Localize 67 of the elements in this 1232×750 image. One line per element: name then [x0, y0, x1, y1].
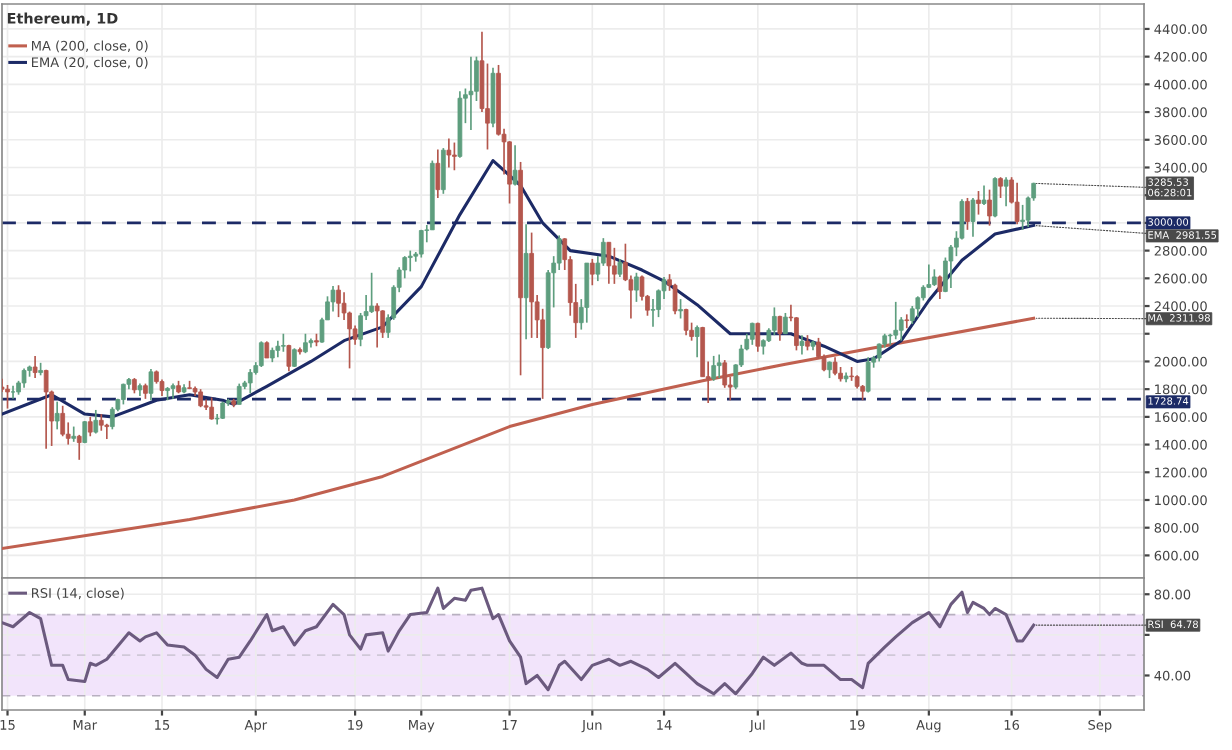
candlestick [109, 406, 115, 431]
candlestick [76, 434, 82, 461]
candlestick [198, 388, 203, 409]
candlestick [584, 262, 590, 324]
candlestick [1014, 181, 1020, 226]
candlestick [987, 188, 992, 227]
candlestick [970, 197, 976, 238]
candlestick [441, 147, 446, 195]
candlestick [716, 353, 722, 379]
candlestick [281, 332, 286, 353]
candlestick [612, 247, 617, 285]
candlestick [799, 334, 805, 356]
candlestick [407, 249, 413, 273]
candlestick [634, 271, 639, 303]
candlestick [683, 307, 689, 336]
candlestick [893, 301, 899, 341]
candlestick [1003, 176, 1009, 208]
candlestick [832, 356, 838, 377]
candlestick [10, 384, 16, 400]
candlestick [777, 314, 783, 342]
candlestick [981, 184, 987, 206]
candlestick [887, 332, 893, 346]
candlestick [452, 141, 457, 172]
candlestick [606, 241, 612, 285]
candlestick [247, 368, 253, 395]
candlestick [694, 324, 700, 359]
candlestick [468, 55, 474, 131]
candlestick [965, 197, 970, 231]
candlestick [523, 223, 529, 341]
candlestick [43, 368, 49, 450]
candlestick [589, 258, 595, 287]
candlestick [711, 355, 717, 382]
candlestick [865, 356, 871, 394]
candlestick [772, 306, 777, 336]
candlestick [755, 321, 761, 353]
candlestick [303, 332, 308, 354]
candlestick [71, 425, 77, 443]
candlestick [512, 144, 518, 187]
candlestick [32, 355, 38, 379]
candlestick [992, 176, 998, 219]
candlestick [876, 342, 882, 363]
candlestick [374, 302, 380, 349]
candlestick [418, 228, 424, 259]
candlestick [369, 271, 374, 314]
candlestick [258, 340, 264, 368]
candlestick [330, 285, 336, 313]
candlestick [5, 384, 10, 410]
candlestick [617, 258, 623, 278]
candlestick [998, 176, 1003, 199]
candlestick [60, 404, 66, 438]
candlestick [678, 298, 683, 320]
candlestick [435, 148, 441, 199]
candlestick [336, 284, 341, 318]
candlestick [148, 368, 154, 402]
candlestick [286, 343, 292, 372]
candlestick [976, 190, 981, 216]
candlestick [1020, 204, 1025, 231]
candlestick [209, 396, 214, 421]
candlestick [87, 416, 93, 438]
candlestick [104, 422, 110, 440]
candlestick [236, 382, 242, 406]
candlestick [54, 400, 60, 431]
candlestick [21, 367, 27, 389]
candlestick [446, 137, 452, 169]
candlestick [783, 312, 788, 335]
candlestick [292, 347, 297, 368]
candlestick [904, 313, 910, 330]
